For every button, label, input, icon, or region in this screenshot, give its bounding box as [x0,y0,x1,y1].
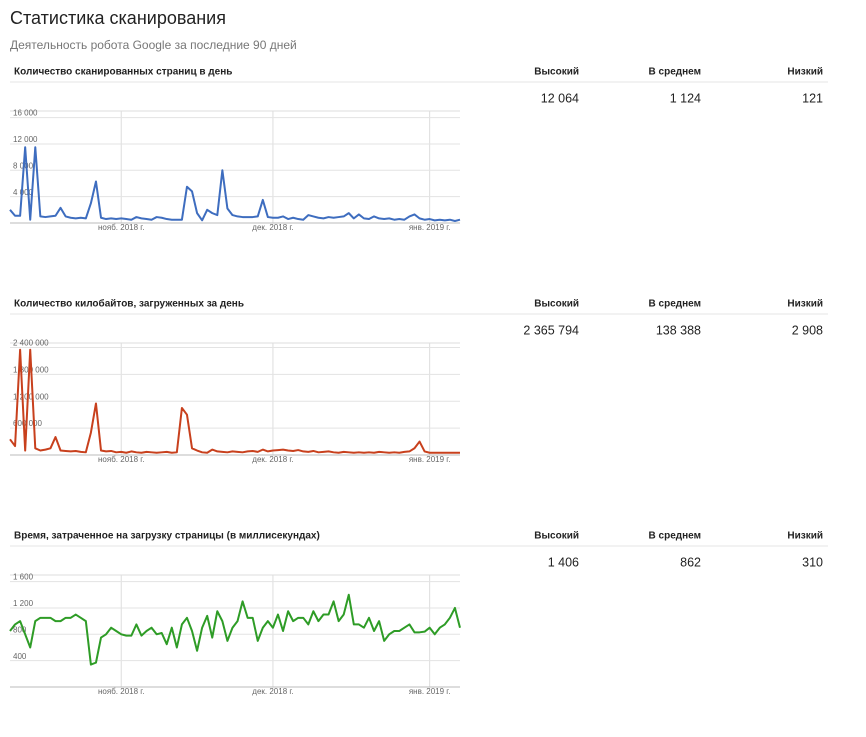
y-tick-label: 400 [13,652,27,661]
stat-value: 1 124 [670,91,701,105]
column-header: В среднем [649,299,701,310]
section-title: Количество сканированных страниц в день [14,67,232,78]
stat-value: 12 064 [541,91,579,105]
y-tick-label: 12 000 [13,135,38,144]
month-label: дек. 2018 г. [252,223,293,232]
y-tick-label: 4 000 [13,188,34,197]
y-tick-label: 1 600 [13,573,34,582]
month-label: дек. 2018 г. [252,455,293,464]
column-header: Высокий [534,299,579,310]
data-line [9,146,461,223]
y-tick-label: 1 200 [13,599,34,608]
stat-value: 121 [802,91,823,105]
y-tick-label: 800 [13,625,27,634]
column-header: Низкий [787,531,823,542]
stat-value: 310 [802,555,823,569]
data-line [9,348,460,454]
y-tick-label: 16 000 [13,109,38,118]
column-header: В среднем [649,531,701,542]
section-title: Количество килобайтов, загруженных за де… [14,298,244,310]
stat-value: 2 908 [792,323,823,337]
month-label: янв. 2019 г. [409,687,451,696]
section-title: Время, затраченное на загрузку страницы … [14,531,320,542]
month-label: янв. 2019 г. [409,223,451,232]
page-title: Статистика сканирования [10,8,226,28]
column-header: Высокий [534,531,579,542]
stat-value: 138 388 [656,323,701,337]
data-line [9,593,461,666]
stat-value: 1 406 [548,555,579,569]
month-label: нояб. 2018 г. [98,687,144,696]
column-header: Низкий [787,299,823,310]
y-tick-label: 1 200 000 [13,392,49,401]
page-subtitle: Деятельность робота Google за последние … [10,38,297,52]
month-label: нояб. 2018 г. [98,223,144,232]
y-tick-label: 600 000 [13,419,42,428]
month-label: янв. 2019 г. [409,455,451,464]
y-tick-label: 2 400 000 [13,339,49,348]
month-label: нояб. 2018 г. [98,455,144,464]
column-header: Высокий [534,67,579,78]
month-label: дек. 2018 г. [252,687,293,696]
column-header: Низкий [787,67,823,78]
stat-value: 2 365 794 [523,323,579,337]
column-header: В среднем [649,67,701,78]
stat-value: 862 [680,555,701,569]
